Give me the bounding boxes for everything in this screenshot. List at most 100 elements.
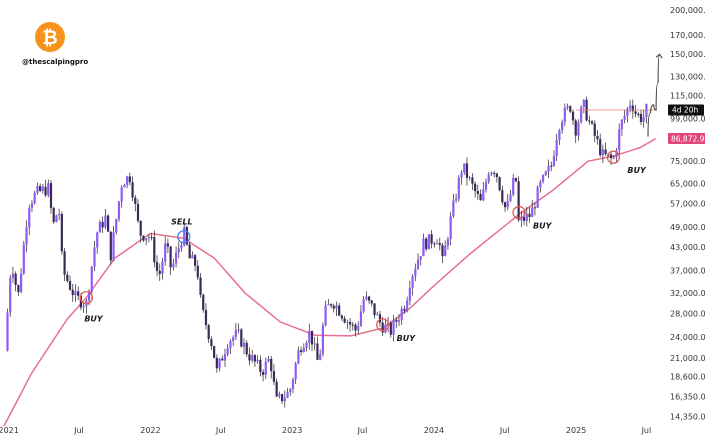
price-axis[interactable]: 200,000.0 170,000.0 150,000.0 130,000.0 115,…	[670, 6, 705, 422]
candle-body	[169, 246, 172, 268]
candle-body	[185, 226, 189, 245]
candle-body	[571, 111, 575, 121]
candle-body	[392, 320, 395, 335]
x-tick-label: Jul	[641, 426, 652, 435]
candle-body	[435, 243, 439, 245]
moving-average-layer	[3, 137, 657, 427]
candle-body	[9, 278, 12, 313]
buy-label: BUY	[533, 222, 553, 231]
candle-body	[289, 389, 292, 393]
candle-body	[465, 163, 469, 178]
candle-body	[631, 105, 634, 112]
candle-body	[340, 315, 344, 319]
candle-body	[419, 256, 422, 260]
candle-body	[522, 216, 526, 221]
price-tags: 4d 20h 86,872.9	[668, 104, 705, 145]
candle-body	[544, 171, 547, 175]
y-tick-label: 32,000.0	[670, 289, 705, 298]
candle-body	[155, 262, 159, 271]
y-tick-label: 57,000.0	[670, 200, 705, 209]
x-tick-label: 2021	[0, 426, 19, 435]
candle-body	[427, 234, 431, 250]
candle-body	[261, 371, 265, 375]
candle-body	[479, 193, 482, 201]
candle-body	[174, 252, 178, 264]
x-tick-label: Jul	[499, 426, 510, 435]
candle-body	[536, 187, 539, 208]
candle-body	[593, 123, 596, 136]
candle-body	[531, 207, 534, 217]
buy-marker-circle	[79, 291, 93, 305]
candle-body	[291, 379, 295, 390]
candle-body	[517, 181, 520, 221]
y-tick-label: 200,000.0	[670, 6, 705, 15]
candle-body	[251, 355, 254, 361]
y-tick-label: 150,000.0	[670, 50, 705, 59]
candle-body	[96, 232, 99, 248]
candle-body	[308, 330, 311, 343]
candle-body	[612, 157, 615, 159]
bitcoin-logo-icon	[35, 22, 65, 52]
candle-body	[561, 121, 564, 131]
candle-body	[495, 173, 498, 178]
candle-body	[77, 291, 80, 296]
candle-body	[71, 289, 74, 296]
candle-body	[248, 354, 251, 361]
time-axis[interactable]: 2021 Jul 2022 Jul 2023 Jul 2024 Jul 2025 Jul	[0, 426, 651, 435]
candle-body	[449, 216, 452, 240]
y-tick-label: 115,000.0	[670, 91, 705, 100]
candle-body	[324, 305, 327, 326]
candle-body	[547, 165, 550, 172]
candle-body	[112, 232, 115, 261]
candle-body	[153, 237, 156, 263]
candle-body	[316, 343, 319, 360]
candle-body	[147, 237, 150, 239]
candle-body	[164, 243, 167, 262]
candle-body	[596, 135, 599, 140]
candle-body	[332, 305, 335, 309]
candle-body	[493, 172, 496, 174]
candle-body	[400, 308, 403, 320]
candle-body	[294, 363, 297, 380]
candle-body	[569, 106, 572, 112]
candle-body	[172, 263, 175, 268]
candle-body	[302, 348, 305, 353]
countdown-tag: 4d 20h	[672, 106, 698, 115]
candle-body	[498, 177, 501, 191]
candle-body	[275, 381, 278, 397]
candle-body	[552, 155, 556, 166]
x-tick-label: 2022	[140, 426, 160, 435]
candle-body	[376, 314, 379, 316]
candle-body	[253, 355, 257, 362]
bitcoin-glyph: ₿	[42, 27, 57, 49]
y-tick-label: 16,350.0	[670, 392, 705, 401]
candle-body	[490, 172, 493, 175]
candle-body	[229, 341, 232, 349]
candle-body	[512, 177, 515, 195]
candle-body	[397, 319, 401, 322]
candle-body	[49, 183, 53, 208]
candle-body	[411, 276, 414, 288]
candle-body	[623, 115, 626, 120]
annotations-layer: BUY SELL BUY BUY BUY	[79, 150, 647, 343]
candle-body	[207, 325, 210, 340]
candle-body	[221, 358, 224, 361]
candle-body	[416, 259, 420, 270]
candle-body	[563, 107, 566, 122]
candle-body	[126, 176, 129, 185]
candle-body	[422, 238, 425, 257]
y-tick-label: 14,350.0	[670, 413, 705, 422]
candle-body	[150, 237, 153, 239]
candle-body	[128, 176, 131, 183]
candle-body	[482, 189, 485, 201]
candle-body	[305, 342, 308, 349]
candle-body	[381, 322, 384, 333]
candle-body	[378, 314, 382, 323]
candle-body	[101, 221, 104, 228]
candle-body	[58, 213, 61, 216]
buy-marker-circle	[512, 205, 526, 220]
sell-marker-circle	[177, 230, 191, 244]
candle-body	[509, 194, 512, 201]
candle-body	[158, 270, 161, 274]
